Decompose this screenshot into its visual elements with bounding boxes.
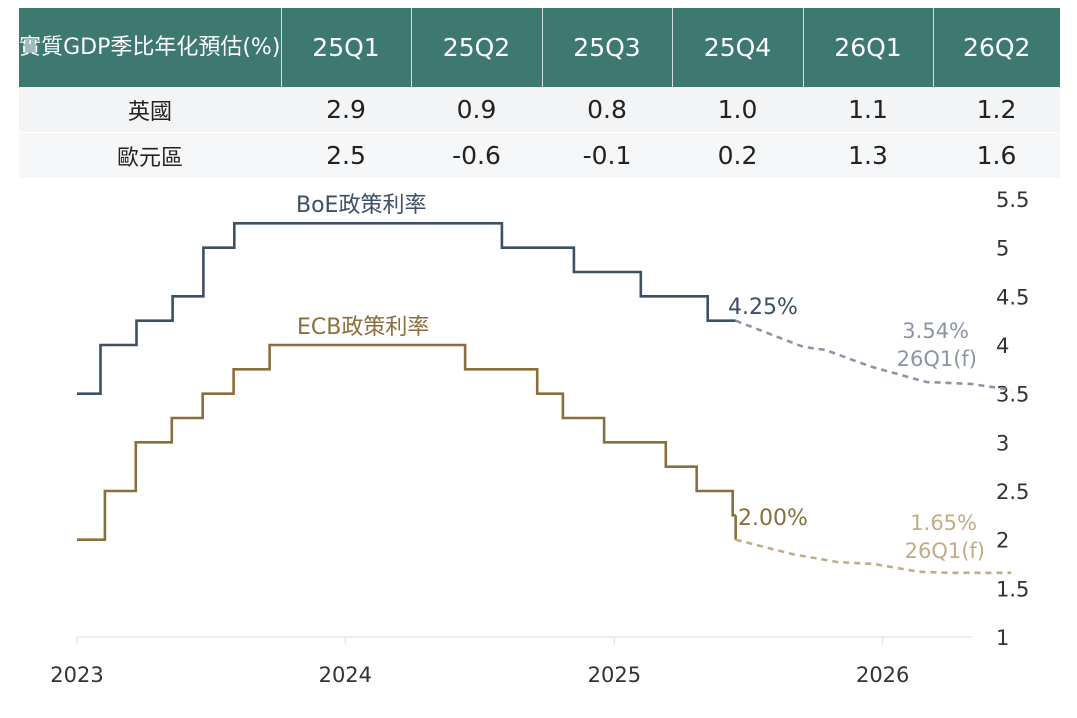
table-cell: 2.5: [281, 132, 411, 178]
ecb-forecast-line: [735, 538, 1012, 575]
table-cell: 1.3: [803, 132, 933, 178]
y-tick-label: 5.5: [996, 188, 1029, 212]
ecb-series-label: ECB政策利率: [297, 315, 429, 340]
table-cell: 1.2: [933, 87, 1060, 133]
y-tick-label: 2.5: [996, 480, 1029, 504]
table-header-row: 實質GDP季比年化預估(%) 25Q1 25Q2 25Q3 25Q4 26Q1 …: [19, 8, 1060, 87]
y-tick-label: 4: [996, 334, 1009, 358]
x-tick-label: 2023: [50, 663, 103, 687]
column-header: 25Q3: [542, 8, 673, 87]
table-row: 歐元區 2.5 -0.6 -0.1 0.2 1.3 1.6: [19, 132, 1060, 178]
y-tick-label: 1: [996, 626, 1009, 650]
column-header: 25Q2: [411, 8, 543, 87]
boe-series-label: BoE政策利率: [296, 193, 426, 218]
x-tick-label: 2026: [856, 663, 909, 687]
row-label: 歐元區: [19, 132, 281, 178]
table-cell: 0.9: [411, 87, 542, 133]
boe-rate-line: [77, 222, 736, 395]
ecb-forecast-value: 1.65%: [910, 511, 977, 535]
ecb-rate-line: [77, 343, 736, 541]
table-cell: 0.8: [542, 87, 672, 133]
gdp-forecast-table: 實質GDP季比年化預估(%) 25Q1 25Q2 25Q3 25Q4 26Q1 …: [19, 8, 1060, 178]
table-cell: 0.2: [672, 132, 803, 178]
ecb-forecast-period: 26Q1(f): [905, 539, 985, 563]
boe-forecast-period: 26Q1(f): [897, 347, 977, 371]
x-tick-label: 2024: [319, 663, 372, 687]
y-tick-label: 1.5: [996, 577, 1029, 601]
table-cell: 2.9: [281, 87, 411, 133]
table-cell: -0.6: [411, 132, 542, 178]
column-header: 25Q4: [672, 8, 804, 87]
y-tick-label: 2: [996, 529, 1009, 553]
table-header-label: 實質GDP季比年化預估(%): [19, 8, 282, 87]
table-cell: 1.6: [933, 132, 1060, 178]
boe-forecast-line: [735, 319, 1012, 392]
row-label: 英國: [19, 87, 281, 133]
y-tick-label: 5: [996, 237, 1009, 261]
boe-forecast-value: 3.54%: [902, 319, 969, 343]
table-row: 英國 2.9 0.9 0.8 1.0 1.1 1.2: [19, 87, 1060, 133]
x-tick-label: 2025: [588, 663, 641, 687]
table-cell: 1.1: [803, 87, 933, 133]
ecb-current-value: 2.00%: [738, 506, 808, 531]
y-tick-label: 4.5: [996, 285, 1029, 309]
table-cell: 1.0: [672, 87, 803, 133]
boe-current-value: 4.25%: [728, 295, 798, 320]
table-cell: -0.1: [542, 132, 672, 178]
y-tick-label: 3: [996, 431, 1009, 455]
column-header: 26Q1: [803, 8, 934, 87]
column-header: 25Q1: [281, 8, 412, 87]
column-header: 26Q2: [933, 8, 1060, 87]
y-tick-label: 3.5: [996, 383, 1029, 407]
